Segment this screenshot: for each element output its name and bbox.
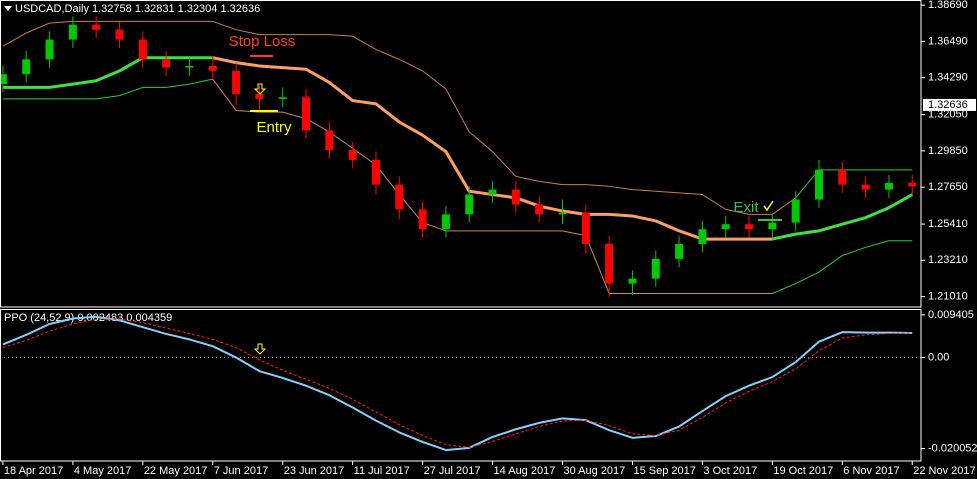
ppo-entry-arrow bbox=[253, 343, 267, 355]
y-tick-label: 1.38690 bbox=[928, 0, 968, 11]
candle-body bbox=[651, 258, 660, 279]
x-tick-label: 3 Oct 2017 bbox=[703, 465, 757, 477]
x-tick-label: 18 Apr 2017 bbox=[4, 465, 63, 477]
y-tick-label: 1.23210 bbox=[928, 254, 968, 266]
candle-body bbox=[371, 159, 380, 185]
candle-body bbox=[465, 194, 474, 215]
y-tick-label: 0.009405 bbox=[928, 309, 974, 321]
candle-body bbox=[348, 150, 357, 160]
candle-body bbox=[325, 130, 334, 151]
candle-body bbox=[884, 183, 893, 190]
candle-body bbox=[791, 199, 800, 223]
x-tick-label: 7 Jun 2017 bbox=[214, 465, 268, 477]
x-tick-label: 22 May 2017 bbox=[144, 465, 208, 477]
y-tick-label: 1.27650 bbox=[928, 181, 968, 193]
x-tick-label: 23 Jun 2017 bbox=[284, 465, 345, 477]
candle-body bbox=[185, 65, 194, 68]
candle-body bbox=[232, 70, 241, 94]
candle-body bbox=[92, 24, 101, 30]
candle-body bbox=[162, 59, 171, 68]
candle-body bbox=[675, 244, 684, 259]
x-tick-label: 15 Sep 2017 bbox=[633, 465, 695, 477]
candle-body bbox=[558, 212, 567, 215]
candle-body bbox=[768, 222, 777, 230]
candle-body bbox=[68, 24, 77, 40]
price-panel-frame bbox=[0, 0, 922, 308]
candle-body bbox=[908, 183, 917, 187]
candle-body bbox=[721, 224, 730, 230]
y-tick-label: 1.25410 bbox=[928, 218, 968, 230]
series-line bbox=[2, 20, 796, 215]
candle-body bbox=[535, 204, 544, 215]
ppo-panel-frame bbox=[0, 309, 922, 462]
candle-body bbox=[138, 39, 147, 60]
candle-body bbox=[0, 74, 7, 85]
candle-body bbox=[861, 184, 870, 190]
x-tick-label: 30 Aug 2017 bbox=[564, 465, 626, 477]
candle-body bbox=[581, 212, 590, 245]
y-tick-label: 1.32050 bbox=[928, 108, 968, 120]
series-line bbox=[2, 318, 913, 448]
annotation: Exit bbox=[733, 199, 759, 216]
candle-body bbox=[814, 169, 823, 200]
y-tick-label: 1.21010 bbox=[928, 291, 968, 303]
candle-body bbox=[488, 189, 497, 195]
x-tick-label: 6 Nov 2017 bbox=[843, 465, 899, 477]
x-tick-label: 22 Nov 2017 bbox=[913, 465, 975, 477]
candle-body bbox=[45, 39, 54, 60]
series-line bbox=[2, 78, 913, 294]
marks-layer: USDCAD,Daily 1.32758 1.32831 1.32304 1.3… bbox=[0, 3, 921, 452]
annotation: Entry bbox=[256, 119, 292, 136]
candle-body bbox=[418, 209, 427, 230]
series-line bbox=[2, 56, 913, 241]
candle-body bbox=[395, 184, 404, 210]
x-tick-label: 27 Jul 2017 bbox=[424, 465, 481, 477]
candle-body bbox=[511, 189, 520, 205]
candle-body bbox=[115, 29, 124, 40]
x-tick-label: 14 Aug 2017 bbox=[494, 465, 556, 477]
y-tick-label: 1.34290 bbox=[928, 72, 968, 84]
series-line bbox=[2, 315, 913, 452]
candle-body bbox=[628, 278, 637, 284]
last-price-box bbox=[923, 98, 976, 111]
candle-body bbox=[605, 244, 614, 284]
panel-title: USDCAD,Daily 1.32758 1.32831 1.32304 1.3… bbox=[15, 3, 260, 15]
x-tick-label: 11 Jul 2017 bbox=[354, 465, 410, 477]
last-price-label: 1.32636 bbox=[928, 99, 968, 111]
candle-body bbox=[208, 65, 217, 71]
menu-triangle bbox=[4, 6, 12, 11]
y-tick-label: 1.36490 bbox=[928, 35, 968, 47]
candle-body bbox=[698, 229, 707, 245]
y-tick-label: 0.00 bbox=[928, 351, 949, 363]
candle-body bbox=[838, 169, 847, 185]
candle-body bbox=[22, 59, 31, 75]
candle-body bbox=[441, 214, 450, 230]
y-tick-label: -0.020052 bbox=[928, 442, 977, 454]
candle-body bbox=[302, 97, 311, 131]
candle-body bbox=[255, 93, 264, 99]
candle-body bbox=[745, 224, 754, 230]
x-tick-label: 4 May 2017 bbox=[74, 465, 131, 477]
exit-check bbox=[763, 200, 774, 212]
annotation: Stop Loss bbox=[229, 33, 296, 50]
y-tick-label: 1.29850 bbox=[928, 145, 968, 157]
entry-arrow bbox=[253, 83, 267, 95]
candle-body bbox=[278, 97, 287, 99]
x-tick-label: 19 Oct 2017 bbox=[773, 465, 833, 477]
